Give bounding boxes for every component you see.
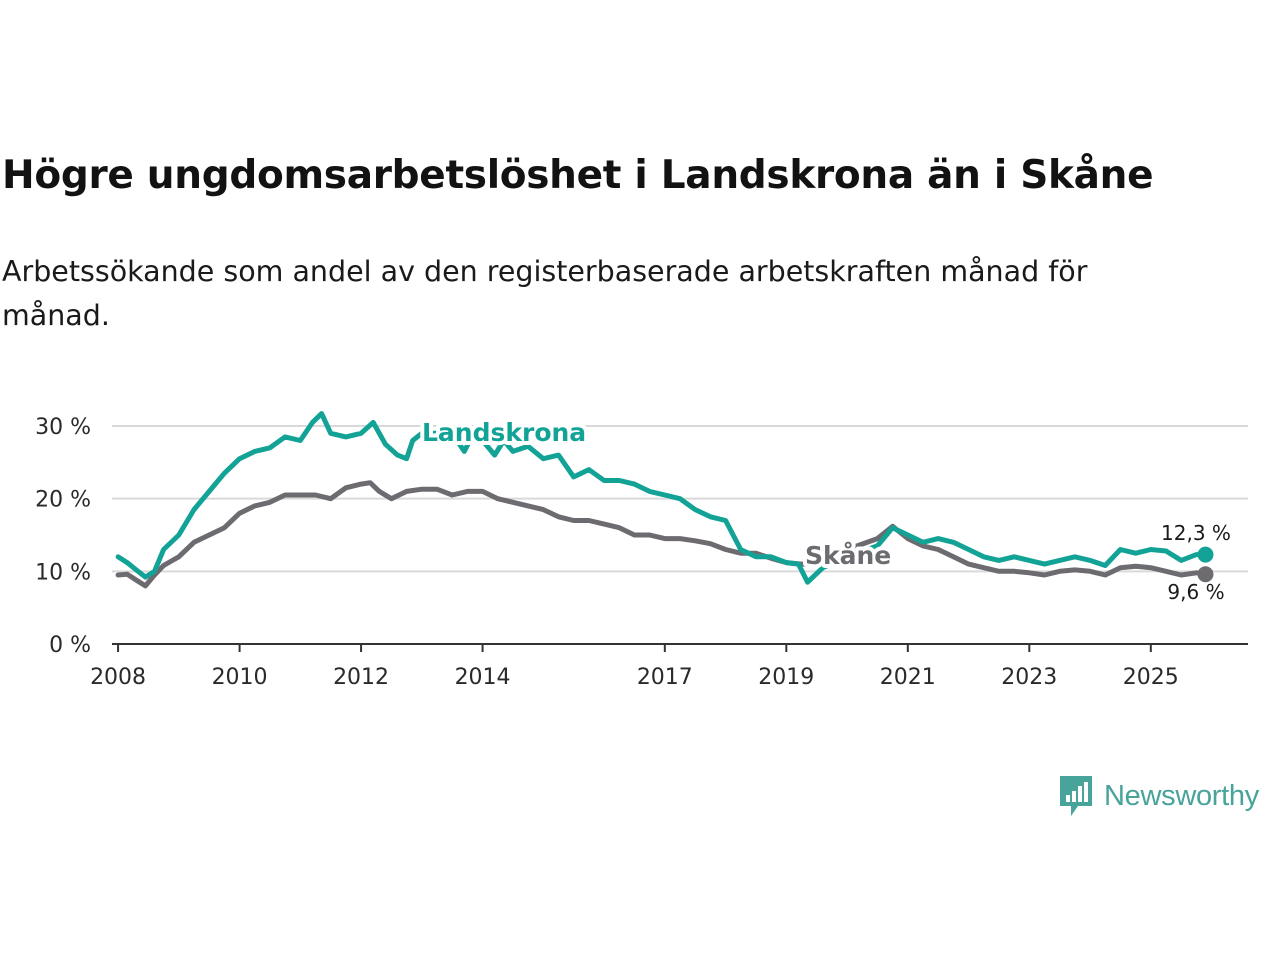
chart-title: Högre ungdomsarbetslöshet i Landskrona ä… bbox=[2, 153, 1154, 198]
chart-subtitle: Arbetssökande som andel av den registerb… bbox=[2, 255, 1088, 332]
x-tick-label: 2021 bbox=[880, 665, 936, 690]
x-tick-label: 2010 bbox=[212, 665, 268, 690]
x-axis-ticks: 2008 2010 2012 2014 2017 2019 2021 2023 2025 bbox=[90, 644, 1179, 690]
series-lines bbox=[115, 411, 1214, 589]
skane-line bbox=[115, 480, 1208, 589]
y-tick-label: 30 % bbox=[35, 415, 91, 440]
y-axis-ticks: 0 % 10 % 20 % 30 % bbox=[35, 415, 91, 658]
x-tick-label: 2017 bbox=[637, 665, 693, 690]
y-tick-label: 20 % bbox=[35, 488, 91, 513]
landskrona-line bbox=[115, 411, 1208, 585]
x-tick-label: 2014 bbox=[455, 665, 511, 690]
x-tick-label: 2025 bbox=[1123, 665, 1179, 690]
skane-label: Skåne bbox=[805, 541, 891, 570]
y-tick-label: 0 % bbox=[49, 633, 91, 658]
landskrona-label: Landskrona bbox=[422, 418, 586, 447]
newsworthy-logo-icon bbox=[1060, 776, 1092, 816]
landskrona-end-label: 12,3 % bbox=[1161, 521, 1231, 545]
x-tick-label: 2008 bbox=[90, 665, 146, 690]
brand-name: Newsworthy bbox=[1104, 779, 1259, 812]
y-tick-label: 10 % bbox=[35, 560, 91, 585]
skane-end-point bbox=[1197, 566, 1214, 583]
x-tick-label: 2019 bbox=[758, 665, 814, 690]
newsworthy-logo: Newsworthy bbox=[1058, 772, 1259, 820]
x-tick-label: 2012 bbox=[333, 665, 389, 690]
skane-end-label: 9,6 % bbox=[1167, 580, 1224, 604]
series-labels: Landskrona Skåne 12,3 % 9,6 % bbox=[418, 414, 1231, 604]
landskrona-end-point bbox=[1197, 546, 1214, 563]
x-tick-label: 2023 bbox=[1001, 665, 1057, 690]
